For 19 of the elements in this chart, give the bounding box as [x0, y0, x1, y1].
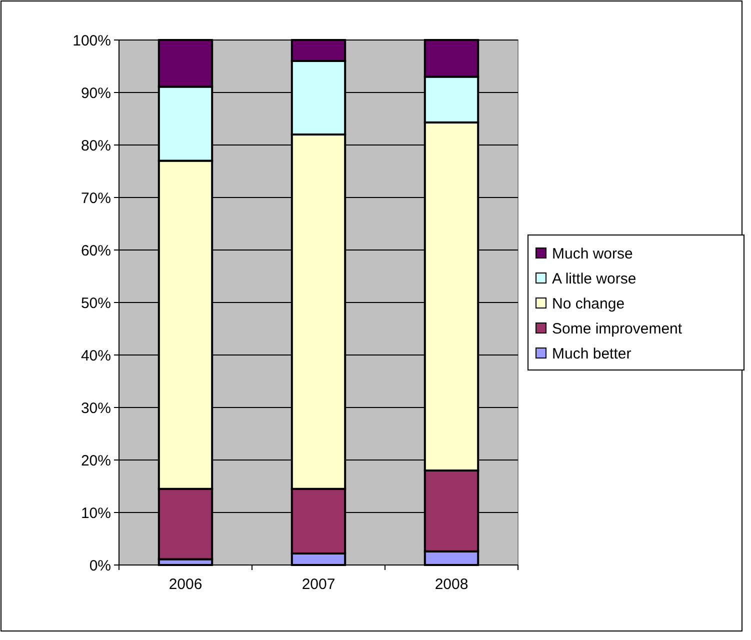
- y-tick-label: 40%: [80, 347, 111, 364]
- legend-label: No change: [552, 295, 625, 312]
- legend-label: Much better: [552, 345, 632, 362]
- y-tick-label: 20%: [80, 452, 111, 470]
- y-tick-label: 10%: [80, 504, 111, 522]
- legend-label: A little worse: [552, 270, 636, 288]
- legend-label: Some improvement: [552, 320, 683, 338]
- y-tick-label: 0%: [89, 557, 111, 574]
- legend-label: Much worse: [552, 245, 633, 262]
- y-tick-label: 100%: [72, 32, 111, 50]
- y-tick-label: 90%: [80, 84, 111, 102]
- y-tick-label: 70%: [80, 190, 111, 207]
- y-tick-label: 80%: [80, 137, 111, 154]
- y-tick-label: 60%: [80, 242, 111, 260]
- x-tick-label: 2007: [302, 576, 336, 593]
- y-tick-label: 50%: [80, 294, 111, 312]
- y-tick-label: 30%: [80, 400, 111, 417]
- x-tick-label: 2008: [434, 576, 468, 593]
- x-tick-label: 2006: [168, 576, 202, 593]
